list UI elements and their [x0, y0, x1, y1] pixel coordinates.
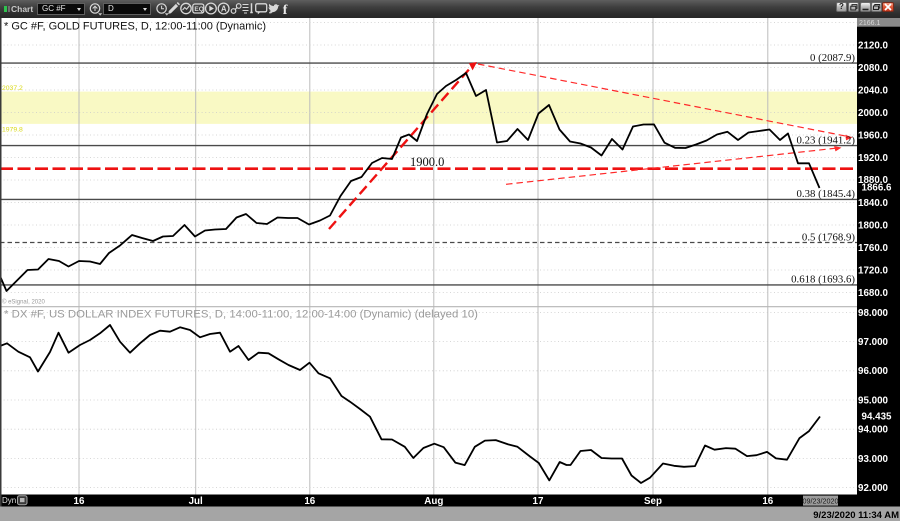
svg-text:0.23 (1941.2): 0.23 (1941.2)	[797, 134, 856, 146]
svg-text:93.000: 93.000	[858, 454, 889, 465]
svg-text:94.000: 94.000	[858, 425, 889, 436]
svg-text:1720.0: 1720.0	[858, 265, 889, 276]
svg-text:95.000: 95.000	[858, 395, 889, 406]
svg-text:Aug: Aug	[424, 496, 443, 507]
svg-text:2120.0: 2120.0	[858, 40, 889, 51]
svg-text:0 (2087.9): 0 (2087.9)	[810, 52, 855, 64]
svg-text:16: 16	[762, 496, 773, 507]
svg-text:97.000: 97.000	[858, 337, 889, 348]
svg-text:1866.6: 1866.6	[862, 182, 893, 193]
svg-text:1880.0: 1880.0	[858, 175, 889, 186]
svg-text:2080.0: 2080.0	[858, 63, 889, 74]
svg-text:© eSignal, 2020: © eSignal, 2020	[2, 298, 45, 305]
svg-text:2037.2: 2037.2	[2, 85, 23, 92]
svg-text:Jul: Jul	[189, 496, 203, 507]
svg-text:EQ: EQ	[194, 6, 203, 13]
svg-text:0.618 (1693.6): 0.618 (1693.6)	[791, 274, 855, 286]
svg-text:0.38 (1845.4): 0.38 (1845.4)	[797, 188, 856, 200]
svg-text:09/23/2020: 09/23/2020	[803, 496, 839, 505]
svg-text:Dyn: Dyn	[2, 496, 16, 505]
svg-text:96.000: 96.000	[858, 366, 889, 377]
svg-text:1840.0: 1840.0	[858, 198, 889, 209]
svg-text:1920.0: 1920.0	[858, 153, 889, 164]
svg-text:* DX #F, US DOLLAR INDEX FUTUR: * DX #F, US DOLLAR INDEX FUTURES, D, 14:…	[4, 308, 478, 320]
svg-text:f: f	[283, 3, 288, 18]
svg-text:16: 16	[304, 496, 315, 507]
svg-text:92.000: 92.000	[858, 483, 889, 494]
svg-text:* GC #F, GOLD FUTURES, D, 12:0: * GC #F, GOLD FUTURES, D, 12:00-11:00 (D…	[4, 21, 266, 33]
svg-text:1900.0: 1900.0	[410, 155, 444, 169]
svg-text:1800.0: 1800.0	[858, 220, 889, 231]
svg-text:1979.8: 1979.8	[2, 127, 23, 134]
svg-text:Sep: Sep	[644, 496, 662, 507]
svg-text:16: 16	[74, 496, 85, 507]
svg-text:0.5 (1768.9): 0.5 (1768.9)	[802, 231, 855, 243]
svg-text:1960.0: 1960.0	[858, 130, 889, 141]
svg-text:17: 17	[533, 496, 544, 507]
svg-text:98.000: 98.000	[858, 308, 889, 319]
svg-text:1680.0: 1680.0	[858, 288, 889, 299]
svg-text:2166.1: 2166.1	[859, 20, 881, 27]
svg-text:2000.0: 2000.0	[858, 108, 889, 119]
svg-text:94.435: 94.435	[862, 412, 893, 423]
svg-text:1760.0: 1760.0	[858, 243, 889, 254]
svg-text:2040.0: 2040.0	[858, 85, 889, 96]
svg-text:A: A	[221, 4, 227, 13]
